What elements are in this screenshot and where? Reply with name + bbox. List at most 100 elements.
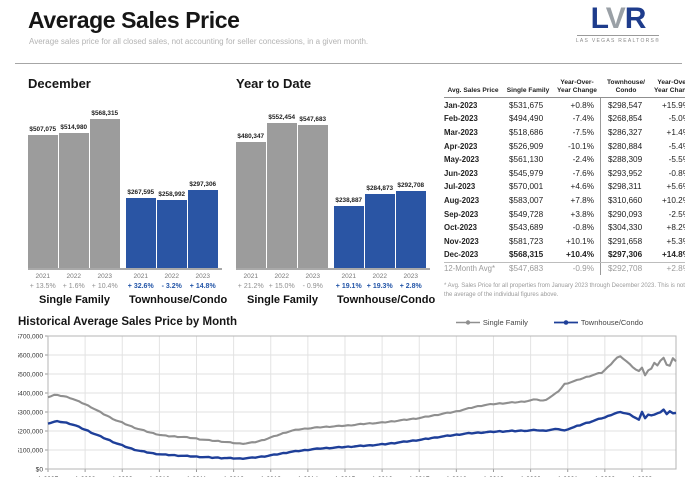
table-cell: +4.6% (570, 182, 594, 192)
summary-section: December $507,075 $514,980 $568,315 $267,59… (0, 64, 685, 306)
y-axis-label: $600,000 (18, 352, 43, 359)
table-cell: Oct-2023 (444, 223, 477, 233)
table-cell: +1.4% (666, 127, 685, 137)
bar-value-label: $514,980 (60, 124, 88, 132)
page-subtitle: Average sales price for all closed sales… (29, 37, 369, 46)
table-cell: -0.9% (572, 264, 594, 274)
lvr-logo: LVR LAS VEGAS REALTORS® (575, 4, 661, 44)
townhouse-condo-line-icon (553, 319, 578, 325)
bar-value-label: $552,454 (268, 114, 296, 122)
table-cell: +10.2% (662, 195, 685, 205)
bar-year-label: 2023 (195, 273, 210, 280)
table-cell: $518,686 (509, 127, 544, 137)
table-cell: -0.8% (668, 168, 685, 178)
logo-letter-v: V (605, 2, 626, 35)
table-cell: $531,675 (509, 100, 544, 110)
table-cell: +10.4% (566, 250, 594, 260)
bar-rect (365, 193, 395, 268)
bar-rect (267, 123, 297, 268)
table-header-cell: Year-Over-Year Change (654, 79, 685, 95)
table-cell: $290,093 (600, 207, 652, 221)
table-cell: $280,884 (600, 139, 652, 153)
table-row: Oct-2023 $543,689 -0.8% $304,330 +8.2% (444, 220, 685, 235)
logo-divider (577, 35, 659, 36)
table-cell: $570,001 (509, 182, 544, 192)
bar-year-label: 2021 (133, 273, 148, 280)
table-cell: Dec-2023 (444, 250, 479, 260)
bar-rect (59, 133, 89, 268)
table-cell: +0.8% (570, 100, 594, 110)
table-cell: -2.5% (668, 209, 685, 219)
y-axis-label: $400,000 (18, 390, 43, 397)
table-cell: $291,658 (600, 234, 652, 248)
table-cell: $581,723 (509, 236, 544, 246)
bar-rect (334, 205, 364, 268)
chart-legend: Single Family Townhouse/Condo (455, 317, 673, 327)
bar-townhouse-condo-2023: $292,708 (396, 182, 426, 268)
bar-year-label: 2022 (372, 273, 387, 280)
table-cell: $561,130 (509, 155, 544, 165)
bar-value-label: $292,708 (397, 182, 425, 190)
table-cell: $494,490 (509, 114, 544, 124)
bar-rect (396, 191, 426, 268)
table-cell: $549,728 (509, 209, 544, 219)
bar-single-family-2021: $480,347 (236, 133, 266, 268)
table-cell: Apr-2023 (444, 141, 478, 151)
table-header-cell: Year-Over-Year Change (557, 79, 597, 95)
single-family-line-icon (455, 319, 480, 325)
year-to-date-year-labels: 2021 2022 2023 2021 2022 2023 (236, 270, 430, 280)
table-cell: Sep-2023 (444, 209, 479, 219)
table-row: Mar-2023 $518,686 -7.5% $286,327 +1.4% (444, 125, 685, 140)
table-cell: Jan-2023 (444, 100, 478, 110)
bar-townhouse-condo-2023: $297,306 (188, 181, 218, 268)
monthly-price-table: Avg. Sales Price Single Family Year-Over-Y… (444, 79, 685, 276)
december-year-labels: 2021 2022 2023 2021 2022 2023 (28, 270, 222, 280)
table-cell: -7.5% (572, 127, 594, 137)
bar-year-label: 2023 (403, 273, 418, 280)
y-axis-label: $0 (36, 466, 44, 473)
table-row: May-2023 $561,130 -2.4% $288,309 -5.5% (444, 152, 685, 167)
bar-change-label: - 0.9% (302, 283, 323, 290)
legend-label-townhouse-condo: Townhouse/Condo (580, 317, 643, 327)
table-cell: $304,330 (600, 220, 652, 235)
bar-year-label: 2021 (243, 273, 258, 280)
table-cell: -5.4% (668, 141, 685, 151)
group-label-townhouse-condo: Townhouse/Condo (337, 294, 436, 306)
bar-townhouse-condo-2021: $238,887 (334, 197, 364, 268)
table-cell: $286,327 (600, 125, 652, 140)
bar-townhouse-condo-2022: $258,992 (157, 191, 187, 268)
bar-change-label: + 1.6% (62, 283, 85, 290)
table-row: Nov-2023 $581,723 +10.1% $291,658 +5.3% (444, 234, 685, 248)
bar-rect (157, 200, 187, 268)
historical-chart-header: Historical Average Sales Price by Month … (18, 316, 673, 328)
table-cell: +7.8% (570, 195, 594, 205)
bar-change-label: - 3.2% (161, 283, 182, 290)
table-cell: +3.8% (570, 209, 594, 219)
bar-chart-ytd-title: Year to Date (236, 76, 312, 91)
year-to-date-group-labels: Single Family Townhouse/Condo (236, 290, 436, 306)
table-cell: -5.0% (668, 114, 685, 124)
bar-single-family-2023: $568,315 (90, 110, 120, 268)
bar-year-label: 2022 (66, 273, 81, 280)
table-body: Jan-2023 $531,675 +0.8% $298,547 +15.9% Feb-2… (444, 98, 685, 276)
bar-value-label: $568,315 (91, 110, 119, 118)
series-line-townhouse-condo (47, 408, 677, 461)
table-header-row: Avg. Sales Price Single Family Year-Over-Y… (444, 79, 685, 99)
bar-rect (298, 124, 328, 268)
historical-chart-title: Historical Average Sales Price by Month (18, 316, 238, 328)
bar-rect (236, 142, 266, 268)
bar-value-label: $547,683 (299, 115, 327, 123)
y-axis-label: $500,000 (18, 371, 43, 378)
table-cell: +14.8% (662, 250, 685, 260)
bar-year-label: 2021 (341, 273, 356, 280)
series-line-single-family (47, 355, 677, 445)
lvr-logo-letters: LVR (575, 4, 661, 34)
bar-year-label: 2021 (35, 273, 50, 280)
table-header-cell: Townhouse/ Condo (607, 79, 645, 95)
bar-townhouse-condo-2021: $267,595 (126, 189, 156, 268)
bar-change-label: + 15.0% (268, 283, 295, 290)
bar-rect (28, 135, 58, 268)
bar-change-label: + 14.8% (189, 283, 216, 290)
december-bars: $507,075 $514,980 $568,315 $267,595 $258,992… (28, 102, 222, 270)
bar-value-label: $480,347 (237, 133, 265, 141)
